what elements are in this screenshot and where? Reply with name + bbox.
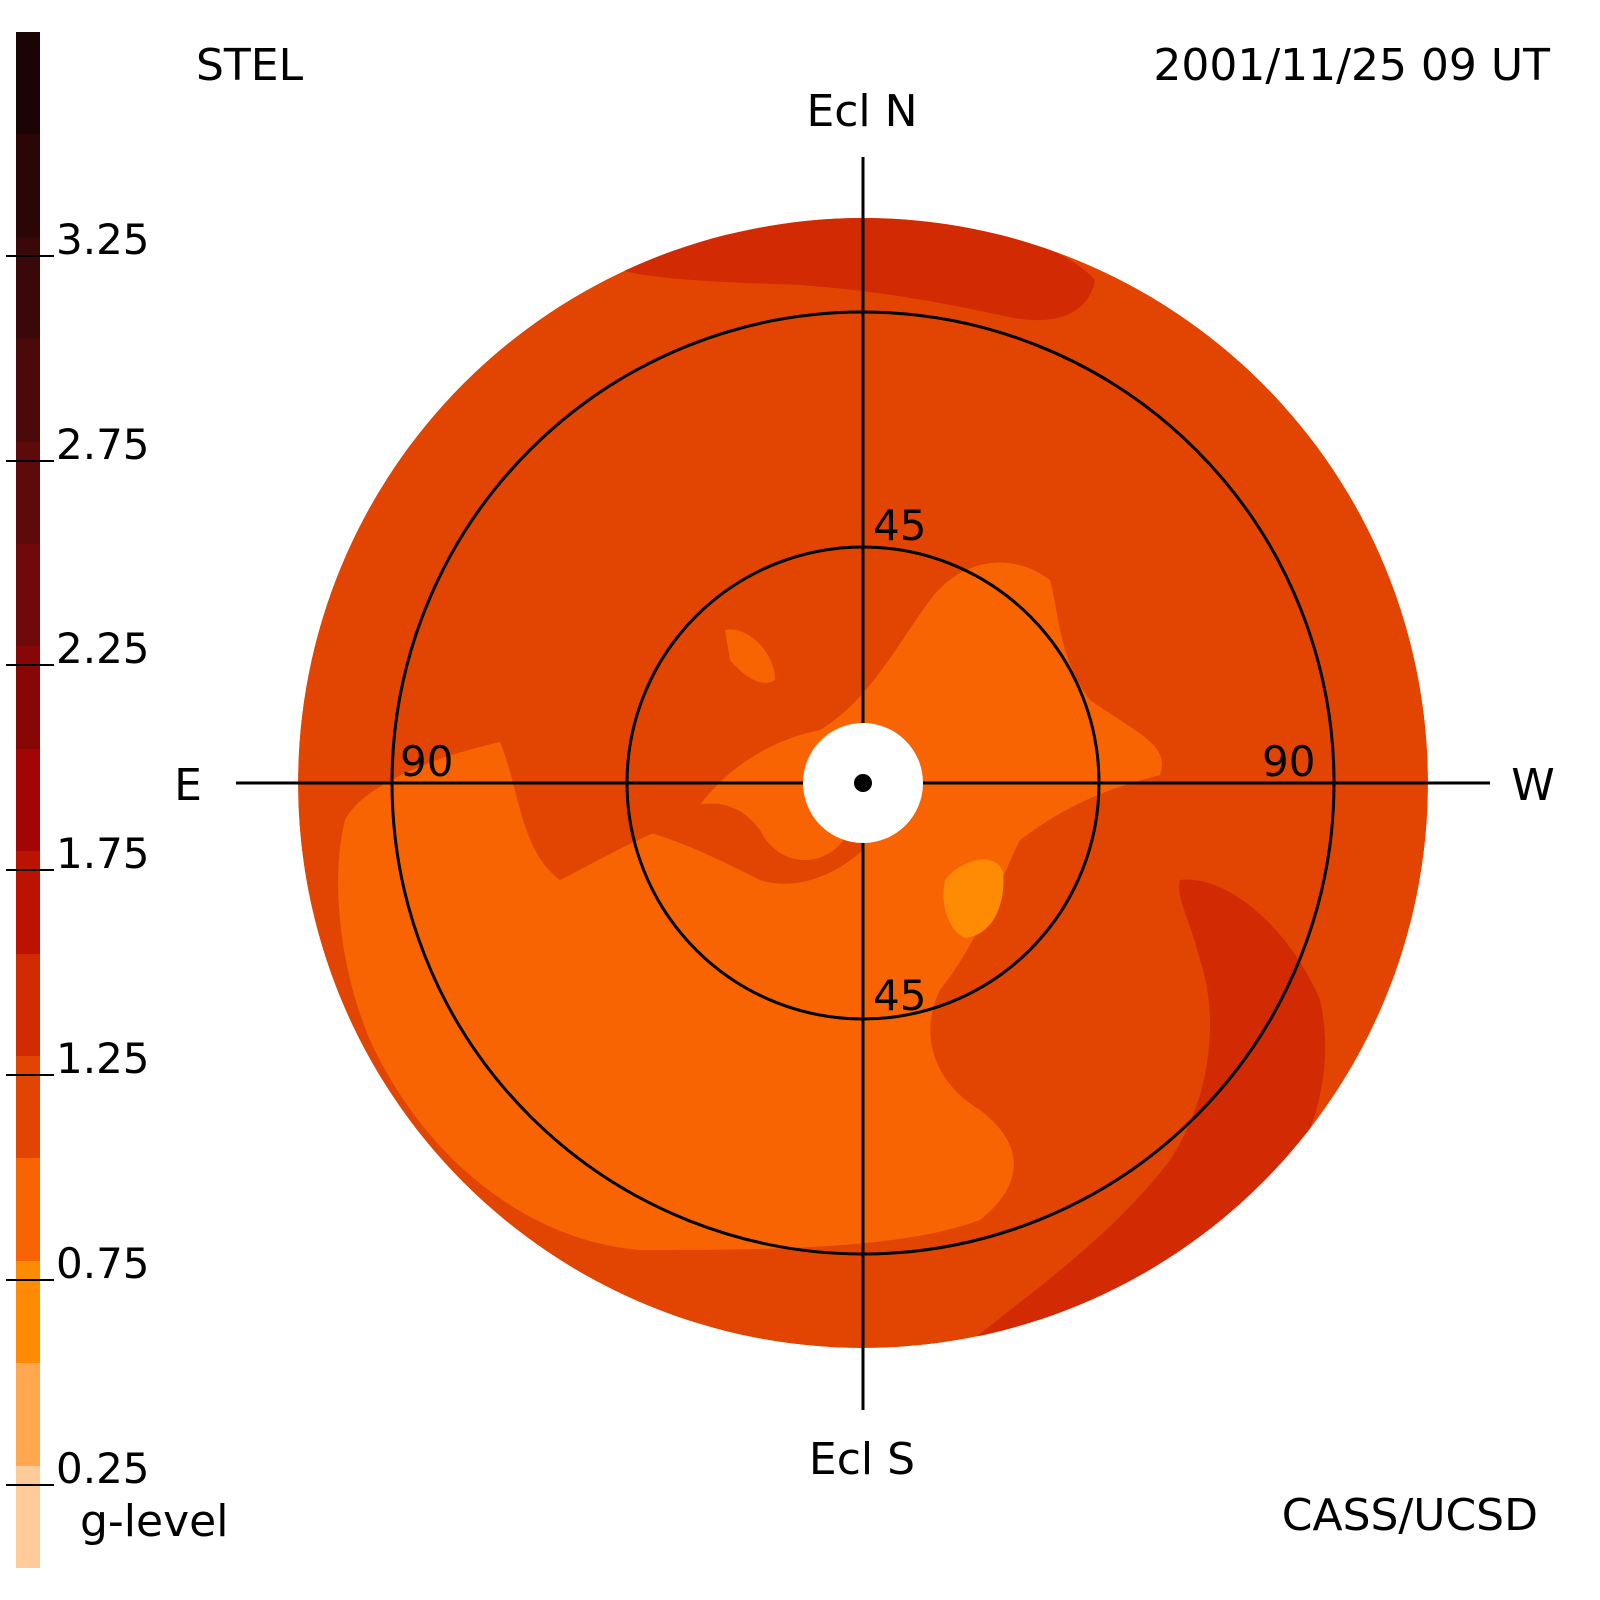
colorbar-tick bbox=[6, 254, 54, 257]
colorbar-band bbox=[16, 441, 40, 545]
colorbar-tick-label: 1.75 bbox=[56, 829, 150, 879]
colorbar-tick bbox=[6, 869, 54, 872]
timestamp-label: 2001/11/25 09 UT bbox=[1153, 40, 1550, 91]
direction-south-label: Ecl S bbox=[809, 1434, 915, 1485]
colorbar bbox=[16, 32, 40, 1569]
colorbar-tick bbox=[6, 1074, 54, 1076]
colorbar-tick bbox=[6, 664, 54, 667]
elongation-label-90-right: 90 bbox=[1262, 737, 1315, 786]
colorbar-band bbox=[16, 32, 40, 135]
elongation-label-45-top: 45 bbox=[873, 501, 926, 550]
colorbar-tick-label: 1.25 bbox=[56, 1034, 150, 1083]
colorbar-band bbox=[16, 339, 40, 443]
colorbar-band bbox=[16, 544, 40, 647]
colorbar-tick-label: 0.75 bbox=[56, 1238, 150, 1288]
colorbar-tick-label: 0.25 bbox=[56, 1443, 150, 1493]
colorbar-tick bbox=[6, 459, 54, 462]
elongation-label-90-left: 90 bbox=[400, 737, 453, 786]
colorbar-band bbox=[16, 1465, 40, 1569]
colorbar-title: g-level bbox=[80, 1496, 229, 1547]
colorbar-tick-label: 2.75 bbox=[56, 419, 150, 469]
colorbar-band bbox=[16, 1260, 40, 1364]
colorbar-band bbox=[16, 134, 40, 238]
colorbar-band bbox=[16, 1056, 40, 1159]
inner-low-region bbox=[338, 562, 1162, 1250]
elongation-label-45-bottom: 45 bbox=[873, 971, 926, 1020]
colorbar-tick-label: 2.25 bbox=[56, 624, 150, 674]
colorbar-band bbox=[16, 748, 40, 852]
colorbar-band bbox=[16, 953, 40, 1057]
credit-label: CASS/UCSD bbox=[1281, 1490, 1538, 1541]
colorbar-tick-label: 3.25 bbox=[56, 214, 150, 264]
colorbar-band bbox=[16, 236, 40, 340]
colorbar-tick bbox=[6, 1278, 54, 1281]
colorbar-band bbox=[16, 851, 40, 955]
colorbar-tick bbox=[6, 1483, 54, 1486]
colorbar-band bbox=[16, 1158, 40, 1262]
direction-north-label: Ecl N bbox=[806, 86, 917, 137]
north-rim-patch bbox=[620, 218, 1095, 321]
colorbar-band bbox=[16, 1363, 40, 1467]
inner-notch-region bbox=[640, 782, 863, 884]
direction-west-label: W bbox=[1511, 760, 1555, 811]
sunward-bright-spot bbox=[943, 859, 1004, 938]
inner-small-patch bbox=[725, 629, 775, 683]
colorbar-band bbox=[16, 646, 40, 750]
instrument-label: STEL bbox=[196, 40, 304, 91]
sun-center-dot bbox=[854, 774, 872, 792]
direction-east-label: E bbox=[174, 760, 202, 811]
